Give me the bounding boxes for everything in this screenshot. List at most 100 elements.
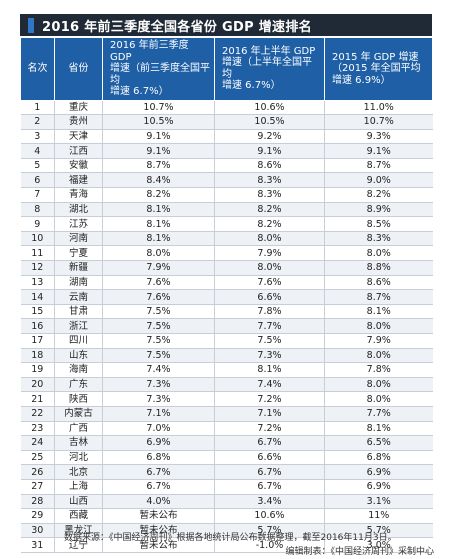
rank-cell: 2 <box>20 114 55 130</box>
h1-growth-cell: 7.4% <box>214 377 325 393</box>
h1-growth-cell: 6.6% <box>214 450 325 466</box>
table-row: 13 湖南 7.6% 7.6% 8.6% <box>20 275 433 291</box>
province-cell: 西藏 <box>54 508 103 524</box>
province-cell: 河北 <box>54 450 103 466</box>
rank-cell: 3 <box>20 129 55 145</box>
province-cell: 吉林 <box>54 435 103 451</box>
rank-cell: 19 <box>20 362 55 378</box>
province-cell: 重庆 <box>54 100 103 116</box>
province-cell: 安徽 <box>54 158 103 174</box>
table-row: 19 海南 7.4% 8.1% 7.8% <box>20 362 433 378</box>
h1-growth-cell: 10.5% <box>214 114 325 130</box>
q3-growth-cell: 8.4% <box>102 172 215 189</box>
table-row: 24 吉林 6.9% 6.7% 6.5% <box>20 435 433 451</box>
y2015-growth-cell: 8.8% <box>324 260 433 276</box>
y2015-growth-cell: 8.0% <box>324 318 433 334</box>
h1-growth-cell: 7.1% <box>214 406 325 422</box>
table-row: 6 福建 8.4% 8.3% 9.0% <box>20 172 433 189</box>
y2015-growth-cell: 8.7% <box>324 158 433 174</box>
province-cell: 山东 <box>54 348 103 364</box>
q3-growth-cell: 7.3% <box>102 391 215 407</box>
province-cell: 山西 <box>54 494 103 510</box>
table-row: 2 贵州 10.5% 10.5% 10.7% <box>20 114 433 130</box>
province-cell: 天津 <box>54 129 103 145</box>
rank-cell: 9 <box>20 216 55 232</box>
y2015-growth-cell: 6.9% <box>324 464 433 480</box>
q3-growth-cell: 8.1% <box>102 231 215 247</box>
province-cell: 江苏 <box>54 216 103 232</box>
table-row: 17 四川 7.5% 7.5% 7.9% <box>20 333 433 349</box>
header-2016-h1: 2016 年上半年 GDP 增速（上半年全国平均 增速 6.7%） <box>214 37 325 101</box>
header-2015-line2: （2015 年全国平均 <box>332 63 421 74</box>
title-accent-mark <box>28 17 34 33</box>
q3-growth-cell: 8.2% <box>102 187 215 203</box>
rank-cell: 21 <box>20 391 55 407</box>
y2015-growth-cell: 8.0% <box>324 245 433 262</box>
y2015-growth-cell: 8.1% <box>324 421 433 437</box>
h1-growth-cell: 9.1% <box>214 143 325 159</box>
rank-cell: 23 <box>20 421 55 437</box>
rank-cell: 22 <box>20 406 55 422</box>
h1-growth-cell: 3.4% <box>214 494 325 510</box>
rank-cell: 24 <box>20 435 55 451</box>
y2015-growth-cell: 7.9% <box>324 333 433 349</box>
header-h1-line1: 2016 年上半年 GDP <box>222 45 316 57</box>
q3-growth-cell: 7.9% <box>102 260 215 276</box>
h1-growth-cell: 8.3% <box>214 187 325 203</box>
h1-growth-cell: 10.6% <box>214 100 325 116</box>
y2015-growth-cell: 9.0% <box>324 172 433 189</box>
province-cell: 江西 <box>54 143 103 159</box>
table-row: 3 天津 9.1% 9.2% 9.3% <box>20 129 433 145</box>
y2015-growth-cell: 3.1% <box>324 494 433 510</box>
h1-growth-cell: 7.9% <box>214 245 325 262</box>
header-q3-line1: 2016 年前三季度 GDP <box>110 40 189 63</box>
h1-growth-cell: 6.7% <box>214 479 325 495</box>
h1-growth-cell: 7.2% <box>214 421 325 437</box>
y2015-growth-cell: 8.5% <box>324 216 433 232</box>
y2015-growth-cell: 9.1% <box>324 143 433 159</box>
q3-growth-cell: 7.5% <box>102 348 215 364</box>
q3-growth-cell: 8.0% <box>102 245 215 262</box>
q3-growth-cell: 7.6% <box>102 289 215 305</box>
table-row: 30 黑龙江 暂未公布 5.7% 5.7% <box>20 523 433 539</box>
q3-growth-cell: 7.5% <box>102 304 215 320</box>
q3-growth-cell: 6.9% <box>102 435 215 451</box>
province-cell: 海南 <box>54 362 103 378</box>
province-cell: 河南 <box>54 231 103 247</box>
q3-growth-cell: 6.7% <box>102 464 215 480</box>
h1-growth-cell: 7.7% <box>214 318 325 334</box>
q3-growth-cell: 暂未公布 <box>102 508 215 524</box>
table-row: 8 湖北 8.1% 8.2% 8.9% <box>20 202 433 218</box>
province-cell: 陕西 <box>54 391 103 407</box>
table-row: 4 江西 9.1% 9.1% 9.1% <box>20 143 433 159</box>
table-row: 9 江苏 8.1% 8.2% 8.5% <box>20 216 433 232</box>
province-cell: 上海 <box>54 479 103 495</box>
h1-growth-cell: 6.6% <box>214 289 325 305</box>
province-cell: 浙江 <box>54 318 103 334</box>
rank-cell: 4 <box>20 143 55 159</box>
h1-growth-cell: 8.2% <box>214 216 325 232</box>
rank-cell: 8 <box>20 202 55 218</box>
table-row: 18 山东 7.5% 7.3% 8.0% <box>20 348 433 364</box>
h1-growth-cell: 8.0% <box>214 231 325 247</box>
y2015-growth-cell: 8.2% <box>324 187 433 203</box>
header-q3-line2: 增速（前三季度全国平均 <box>110 63 210 86</box>
h1-growth-cell: 5.7% <box>214 523 325 539</box>
h1-growth-cell: -1.0% <box>214 537 325 553</box>
q3-growth-cell: 10.5% <box>102 114 215 130</box>
h1-growth-cell: 8.6% <box>214 158 325 174</box>
province-cell: 甘肃 <box>54 304 103 320</box>
h1-growth-cell: 7.2% <box>214 391 325 407</box>
y2015-growth-cell: 7.8% <box>324 362 433 378</box>
rank-cell: 25 <box>20 450 55 466</box>
province-cell: 广东 <box>54 377 103 393</box>
h1-growth-cell: 7.8% <box>214 304 325 320</box>
h1-growth-cell: 10.6% <box>214 508 325 524</box>
table-row: 23 广西 7.0% 7.2% 8.1% <box>20 421 433 437</box>
rank-cell: 12 <box>20 260 55 276</box>
rank-cell: 5 <box>20 158 55 174</box>
rank-cell: 11 <box>20 245 55 262</box>
y2015-growth-cell: 8.3% <box>324 231 433 247</box>
gdp-ranking-table: 名次 省份 2016 年前三季度 GDP 增速（前三季度全国平均 增速 6.7%… <box>20 37 433 553</box>
rank-cell: 26 <box>20 464 55 480</box>
